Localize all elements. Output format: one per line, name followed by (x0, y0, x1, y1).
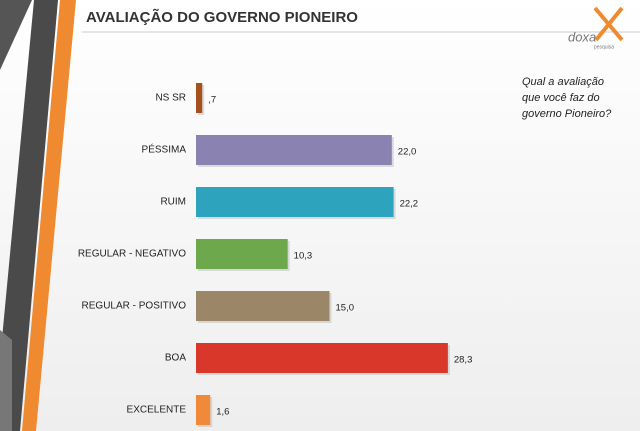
category-label: BOA (165, 353, 186, 364)
value-label: 1,6 (216, 407, 229, 418)
value-label: 15,0 (336, 303, 355, 314)
category-label: REGULAR - NEGATIVO (78, 249, 186, 260)
bar (196, 291, 330, 321)
value-label: 10,3 (294, 251, 313, 262)
logo-text: doxa (568, 29, 596, 44)
question-line: Qual a avaliação (522, 76, 604, 88)
question-line: governo Pioneiro? (522, 108, 612, 120)
bar (196, 83, 203, 113)
bar (196, 343, 448, 373)
category-label: EXCELENTE (127, 405, 187, 416)
bar (196, 187, 394, 217)
value-label: 28,3 (454, 355, 473, 366)
category-label: RUIM (160, 197, 186, 208)
bar (196, 135, 392, 165)
logo: doxa pesquisa (568, 6, 624, 50)
bar (196, 239, 288, 269)
logo-subtext: pesquisa (594, 44, 614, 50)
value-label: 22,0 (398, 147, 417, 158)
side-decoration (0, 0, 76, 431)
category-label: REGULAR - POSITIVO (82, 301, 187, 312)
value-label: ,7 (208, 95, 216, 106)
value-label: 22,2 (400, 199, 419, 210)
bar (196, 395, 211, 425)
question-line: que você faz do (522, 92, 600, 104)
chart-title: AVALIAÇÃO DO GOVERNO PIONEIRO (86, 8, 358, 26)
question: Qual a avaliação que você faz do governo P… (522, 76, 612, 120)
category-label: NS SR (155, 93, 186, 104)
category-label: PÉSSIMA (142, 143, 187, 156)
